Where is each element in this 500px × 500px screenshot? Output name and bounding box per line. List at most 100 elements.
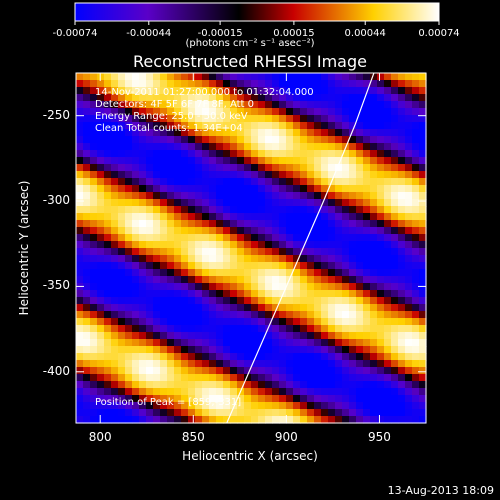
limb-line	[226, 73, 375, 423]
heatmap-cell	[314, 101, 322, 109]
heatmap-cell	[118, 185, 126, 193]
heatmap-cell	[335, 164, 343, 172]
heatmap-cell	[370, 290, 378, 298]
heatmap-cell	[363, 360, 371, 368]
heatmap-cell	[300, 339, 308, 347]
heatmap-cell	[223, 164, 231, 172]
heatmap-cell	[118, 402, 126, 410]
heatmap-cell	[370, 381, 378, 389]
heatmap-cell	[244, 353, 252, 361]
heatmap-cell	[363, 311, 371, 319]
heatmap-cell	[76, 325, 84, 333]
heatmap-cell	[419, 325, 427, 333]
heatmap-cell	[111, 192, 119, 200]
heatmap-cell	[286, 325, 294, 333]
heatmap-cell	[209, 339, 217, 347]
heatmap-cell	[335, 311, 343, 319]
heatmap-cell	[195, 157, 203, 165]
heatmap-cell	[160, 185, 168, 193]
heatmap-cell	[174, 94, 182, 102]
heatmap-cell	[125, 283, 133, 291]
heatmap-cell	[125, 353, 133, 361]
heatmap-cell	[83, 304, 91, 312]
heatmap-cell	[286, 395, 294, 403]
heatmap-cell	[216, 297, 224, 305]
heatmap-cell	[279, 276, 287, 284]
heatmap-cell	[83, 346, 91, 354]
heatmap-cell	[321, 402, 329, 410]
heatmap-cell	[328, 402, 336, 410]
heatmap-cell	[321, 213, 329, 221]
heatmap-cell	[237, 87, 245, 95]
heatmap-cell	[118, 304, 126, 312]
heatmap-cell	[251, 262, 259, 270]
heatmap-cell	[293, 234, 301, 242]
colorbar-ticks	[74, 21, 440, 25]
heatmap-cell	[272, 136, 280, 144]
heatmap-cell	[188, 122, 196, 130]
heatmap-cell	[83, 332, 91, 340]
heatmap-cell	[286, 297, 294, 305]
heatmap-cell	[76, 227, 84, 235]
heatmap-cell	[258, 395, 266, 403]
heatmap-cell	[167, 318, 175, 326]
axis-ticks	[76, 73, 426, 423]
heatmap-cell	[153, 388, 161, 396]
heatmap-cell	[328, 269, 336, 277]
heatmap-cell	[132, 206, 140, 214]
heatmap-cell	[97, 143, 105, 151]
heatmap-cell	[356, 381, 364, 389]
heatmap-cell	[209, 136, 217, 144]
heatmap-cell	[223, 220, 231, 228]
heatmap-cell	[132, 325, 140, 333]
heatmap-cell	[125, 402, 133, 410]
heatmap-cell	[139, 241, 147, 249]
heatmap-cell	[335, 409, 343, 417]
heatmap-cell	[272, 283, 280, 291]
heatmap-cell	[188, 136, 196, 144]
heatmap-cell	[195, 374, 203, 382]
heatmap-cell	[230, 178, 238, 186]
heatmap-cell	[111, 129, 119, 137]
heatmap-cell	[377, 276, 385, 284]
heatmap-cell	[412, 220, 420, 228]
heatmap-cell	[258, 227, 266, 235]
heatmap-cell	[195, 297, 203, 305]
heatmap-cell	[377, 101, 385, 109]
heatmap-cell	[216, 122, 224, 130]
heatmap-cell	[118, 157, 126, 165]
heatmap-cell	[209, 325, 217, 333]
heatmap-cell	[412, 206, 420, 214]
heatmap-cell	[76, 248, 84, 256]
heatmap-cell	[293, 409, 301, 417]
heatmap-cell	[216, 220, 224, 228]
heatmap-cell	[307, 164, 315, 172]
heatmap-cell	[272, 150, 280, 158]
heatmap-cell	[370, 374, 378, 382]
heatmap-cell	[195, 318, 203, 326]
heatmap-cell	[391, 227, 399, 235]
heatmap-cell	[258, 185, 266, 193]
heatmap-cell	[118, 416, 126, 424]
heatmap-cell	[419, 297, 427, 305]
heatmap-cell	[265, 297, 273, 305]
heatmap-cell	[160, 297, 168, 305]
heatmap-cell	[300, 276, 308, 284]
heatmap-cell	[223, 360, 231, 368]
heatmap-cell	[419, 234, 427, 242]
heatmap-cell	[272, 339, 280, 347]
heatmap-cell	[405, 269, 413, 277]
heatmap-cell	[349, 157, 357, 165]
heatmap-cell	[118, 409, 126, 417]
heatmap-cell	[384, 206, 392, 214]
heatmap-cell	[272, 164, 280, 172]
heatmap-cell	[202, 185, 210, 193]
heatmap-cell	[167, 143, 175, 151]
heatmap-cell	[202, 248, 210, 256]
heatmap-cell	[307, 262, 315, 270]
heatmap-cell	[90, 388, 98, 396]
heatmap-cell	[83, 122, 91, 130]
heatmap-cell	[321, 227, 329, 235]
heatmap-cell	[384, 234, 392, 242]
heatmap-cell	[139, 332, 147, 340]
